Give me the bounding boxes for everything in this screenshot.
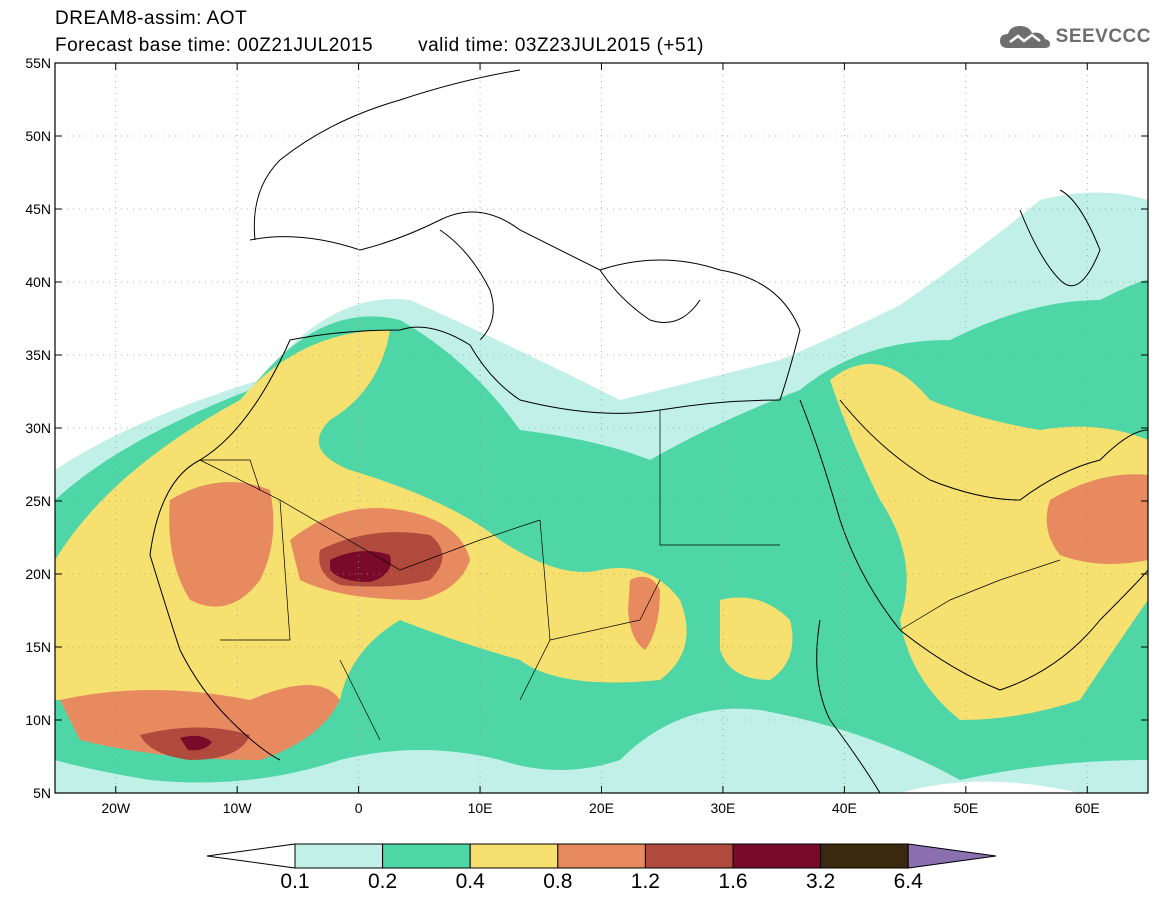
base-time: Forecast base time: 00Z21JUL2015 bbox=[55, 35, 374, 56]
legend-swatch bbox=[294, 843, 384, 869]
cloud-logo-icon bbox=[999, 26, 1050, 48]
legend-low-triangle bbox=[206, 843, 296, 869]
lat-label: 45N bbox=[25, 201, 51, 217]
aot-contour-0.4-ethiopia bbox=[720, 597, 793, 680]
lat-label: 15N bbox=[25, 639, 51, 655]
legend-swatch bbox=[469, 843, 559, 869]
coastlines bbox=[149, 69, 1148, 793]
aot-contour-0.8-guinea bbox=[60, 685, 340, 760]
lat-label: 20N bbox=[25, 566, 51, 582]
aot-contour-1.6-guinea bbox=[180, 735, 212, 751]
lat-label: 35N bbox=[25, 347, 51, 363]
aot-contour-1.6 bbox=[330, 551, 391, 582]
legend-swatch bbox=[382, 843, 471, 869]
aot-contour-0.8 bbox=[169, 482, 274, 607]
lat-label: 50N bbox=[25, 128, 51, 144]
seevccc-logo: SEEVCCC bbox=[998, 22, 1151, 52]
latitude-labels: 5N 10N 15N 20N 25N 30N 35N 40N 45N 50N 55N bbox=[25, 55, 51, 801]
lon-label: 10W bbox=[223, 800, 253, 816]
aot-contour-0.4-east bbox=[830, 364, 1148, 720]
legend-value: 0.1 bbox=[280, 870, 309, 893]
legend-value: 1.6 bbox=[718, 870, 747, 893]
lon-label: 60E bbox=[1075, 800, 1100, 816]
legend-swatch bbox=[557, 843, 646, 869]
lon-label: 20W bbox=[101, 800, 131, 816]
logo-text: SEEVCCC bbox=[1055, 26, 1151, 47]
lat-label: 10N bbox=[25, 712, 51, 728]
legend-high-triangle bbox=[907, 843, 997, 869]
legend-value: 1.2 bbox=[631, 870, 660, 893]
legend-value: 0.4 bbox=[456, 870, 486, 893]
aot-legend-colorbar bbox=[206, 843, 997, 869]
legend-swatch bbox=[644, 843, 734, 869]
forecast-time-line: Forecast base time: 00Z21JUL2015 valid ti… bbox=[55, 35, 704, 57]
legend-swatch bbox=[732, 843, 822, 869]
legend-swatch bbox=[820, 843, 909, 869]
aot-contour-0.8-arabia bbox=[1046, 474, 1148, 564]
lat-label: 5N bbox=[33, 785, 51, 801]
borders bbox=[199, 410, 1061, 741]
valid-time: valid time: 03Z23JUL2015 (+51) bbox=[418, 35, 704, 56]
legend-value: 6.4 bbox=[894, 870, 924, 893]
lat-label: 25N bbox=[25, 493, 51, 509]
aot-contour-0.8-sudan bbox=[628, 576, 660, 650]
aot-legend-labels: 0.1 0.2 0.4 0.8 1.2 1.6 3.2 6.4 bbox=[280, 870, 923, 893]
legend-value: 3.2 bbox=[806, 870, 835, 893]
lat-label: 30N bbox=[25, 420, 51, 436]
lon-label: 0 bbox=[355, 800, 363, 816]
lon-label: 30E bbox=[710, 800, 735, 816]
longitude-labels: 20W 10W 0 10E 20E 30E 40E 50E 60E bbox=[101, 800, 1099, 816]
lon-label: 50E bbox=[953, 800, 978, 816]
map-title: DREAM8-assim: AOT bbox=[55, 8, 248, 29]
lat-label: 55N bbox=[25, 55, 51, 71]
lon-label: 20E bbox=[589, 800, 614, 816]
graticule bbox=[55, 62, 1148, 794]
lon-label: 10E bbox=[468, 800, 493, 816]
lat-label: 40N bbox=[25, 274, 51, 290]
legend-value: 0.2 bbox=[368, 870, 397, 893]
lon-label: 40E bbox=[832, 800, 857, 816]
legend-value: 0.8 bbox=[543, 870, 572, 893]
aot-field bbox=[55, 69, 1148, 793]
